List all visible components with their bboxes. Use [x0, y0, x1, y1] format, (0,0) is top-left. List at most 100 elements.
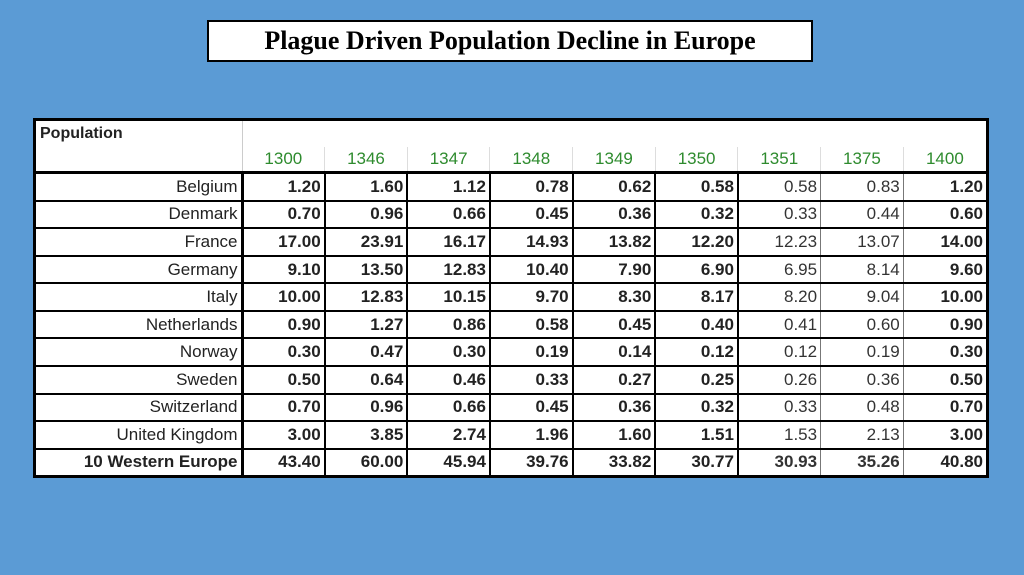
population-value: 9.04 [820, 283, 904, 312]
table-row: United Kingdom 3.00 3.85 2.74 1.96 1.60 1.51 1.… [36, 421, 986, 450]
population-value: 0.50 [903, 365, 986, 395]
slide-title: Plague Driven Population Decline in Euro… [207, 20, 813, 62]
population-value: 2.74 [407, 421, 491, 450]
table-row: Italy 10.00 12.83 10.15 9.70 8.30 8.17 8.20 9.04… [36, 283, 986, 312]
population-value: 0.30 [242, 338, 326, 367]
population-value: 0.32 [655, 200, 739, 230]
population-value: 0.19 [820, 338, 904, 367]
population-value: 14.93 [489, 228, 574, 257]
population-value: 10.00 [242, 283, 326, 312]
population-value: 9.70 [489, 283, 574, 312]
country-name: Norway [36, 338, 244, 367]
population-value: 0.62 [572, 172, 657, 202]
population-value: 3.00 [903, 421, 986, 450]
population-corner-label: Population [40, 125, 123, 142]
population-value: 0.70 [242, 200, 326, 230]
year-header-1350: 1350 [654, 147, 738, 174]
population-value: 0.25 [655, 365, 739, 395]
population-value: 0.48 [820, 393, 904, 423]
table-row: France 17.00 23.91 16.17 14.93 13.82 12.20 12.2… [36, 228, 986, 257]
population-value: 0.66 [407, 393, 491, 423]
population-value: 12.23 [737, 228, 822, 257]
population-value: 0.12 [655, 338, 739, 367]
country-name: 10 Western Europe [36, 448, 244, 475]
population-value: 8.20 [737, 283, 822, 312]
population-value: 0.64 [324, 365, 409, 395]
population-value: 0.40 [655, 310, 739, 340]
population-value: 0.58 [655, 172, 739, 202]
year-header-1349: 1349 [572, 147, 656, 174]
population-value: 10.40 [489, 255, 574, 285]
population-value: 0.90 [242, 310, 326, 340]
population-value: 0.60 [903, 200, 986, 230]
population-value: 0.58 [489, 310, 574, 340]
country-name: United Kingdom [36, 421, 244, 450]
population-value: 1.12 [407, 172, 491, 202]
population-value: 1.60 [572, 421, 657, 450]
population-value: 12.83 [324, 283, 409, 312]
population-value: 17.00 [242, 228, 326, 257]
population-value: 60.00 [324, 448, 409, 475]
population-value: 0.36 [572, 200, 657, 230]
population-value: 7.90 [572, 255, 657, 285]
population-value: 0.36 [820, 365, 904, 395]
population-value: 1.20 [242, 172, 326, 202]
country-name: Denmark [36, 200, 244, 230]
year-header-1348: 1348 [489, 147, 573, 174]
year-header-1375: 1375 [820, 147, 904, 174]
population-value: 0.45 [489, 200, 574, 230]
population-value: 13.07 [820, 228, 904, 257]
population-value: 43.40 [242, 448, 326, 475]
population-value: 6.95 [737, 255, 822, 285]
population-value: 30.77 [655, 448, 739, 475]
population-value: 8.30 [572, 283, 657, 312]
population-value: 0.46 [407, 365, 491, 395]
population-value: 0.50 [242, 365, 326, 395]
year-header-1351: 1351 [737, 147, 821, 174]
population-value: 0.26 [737, 365, 822, 395]
population-value: 0.70 [903, 393, 986, 423]
population-value: 1.53 [737, 421, 822, 450]
population-value: 3.85 [324, 421, 409, 450]
table-row: Denmark 0.70 0.96 0.66 0.45 0.36 0.32 0.33 0.44 0… [36, 200, 986, 230]
population-value: 13.82 [572, 228, 657, 257]
population-value: 12.20 [655, 228, 739, 257]
population-value: 0.30 [407, 338, 491, 367]
population-value: 0.83 [820, 172, 904, 202]
population-value: 16.17 [407, 228, 491, 257]
country-name: Italy [36, 283, 244, 312]
year-header-1300: 1300 [241, 147, 325, 174]
population-value: 23.91 [324, 228, 409, 257]
population-label-row: Population [36, 121, 986, 147]
population-value: 0.70 [242, 393, 326, 423]
population-value: 2.13 [820, 421, 904, 450]
population-value: 0.60 [820, 310, 904, 340]
population-value: 39.76 [489, 448, 574, 475]
population-value: 0.58 [737, 172, 822, 202]
population-value: 0.90 [903, 310, 986, 340]
population-table: Population 1300 1346 1347 1348 1349 1350 1351 1… [33, 118, 989, 478]
year-header-1400: 1400 [902, 147, 986, 174]
population-value: 0.32 [655, 393, 739, 423]
population-value: 0.14 [572, 338, 657, 367]
population-value: 0.86 [407, 310, 491, 340]
table-row: Germany 9.10 13.50 12.83 10.40 7.90 6.90 6.95 8.… [36, 255, 986, 285]
population-value: 10.15 [407, 283, 491, 312]
country-name: Switzerland [36, 393, 244, 423]
population-value: 10.00 [903, 283, 986, 312]
population-value: 45.94 [407, 448, 491, 475]
total-row: 10 Western Europe 43.40 60.00 45.94 39.76 33.… [36, 448, 986, 475]
population-value: 9.10 [242, 255, 326, 285]
population-value: 35.26 [820, 448, 904, 475]
country-name: Sweden [36, 365, 244, 395]
table-row: Sweden 0.50 0.64 0.46 0.33 0.27 0.25 0.26 0.36 0.… [36, 365, 986, 395]
population-value: 1.27 [324, 310, 409, 340]
country-name: Netherlands [36, 310, 244, 340]
table-row: Switzerland 0.70 0.96 0.66 0.45 0.36 0.32 0.33 0… [36, 393, 986, 423]
table-row: Norway 0.30 0.47 0.30 0.19 0.14 0.12 0.12 0.19 0.… [36, 338, 986, 367]
year-header-1347: 1347 [406, 147, 490, 174]
population-value: 13.50 [324, 255, 409, 285]
population-value: 1.96 [489, 421, 574, 450]
population-value: 0.96 [324, 393, 409, 423]
population-value: 0.12 [737, 338, 822, 367]
